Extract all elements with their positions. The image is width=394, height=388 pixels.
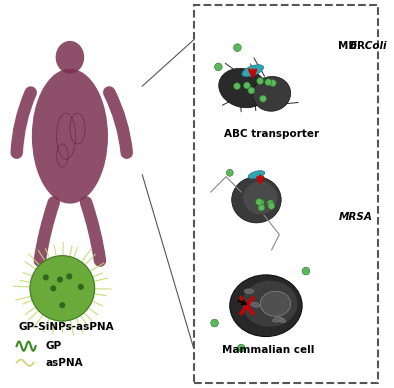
Circle shape	[257, 78, 264, 85]
Circle shape	[215, 63, 222, 71]
Circle shape	[257, 199, 264, 206]
Circle shape	[265, 79, 272, 86]
Ellipse shape	[230, 275, 302, 336]
Ellipse shape	[56, 41, 84, 74]
Circle shape	[57, 277, 63, 283]
Ellipse shape	[242, 65, 264, 77]
Ellipse shape	[242, 281, 297, 327]
Text: ABC transporter: ABC transporter	[224, 129, 319, 139]
Circle shape	[256, 199, 262, 205]
FancyArrowPatch shape	[40, 203, 54, 261]
Circle shape	[78, 284, 84, 290]
Ellipse shape	[251, 302, 260, 307]
Ellipse shape	[244, 289, 254, 293]
Ellipse shape	[32, 69, 108, 204]
Text: Mammalian cell: Mammalian cell	[222, 345, 314, 355]
Circle shape	[43, 274, 49, 281]
Text: MDR: MDR	[338, 41, 369, 51]
Circle shape	[30, 256, 95, 321]
Circle shape	[268, 203, 275, 210]
Circle shape	[227, 169, 233, 176]
FancyArrowPatch shape	[109, 92, 127, 153]
Circle shape	[238, 344, 245, 352]
Ellipse shape	[277, 317, 286, 323]
Ellipse shape	[253, 76, 291, 111]
Text: E. Coli: E. Coli	[350, 41, 386, 51]
Circle shape	[302, 267, 310, 275]
Ellipse shape	[219, 68, 268, 108]
Circle shape	[50, 285, 56, 291]
Circle shape	[269, 80, 276, 87]
Ellipse shape	[273, 317, 282, 322]
FancyArrowPatch shape	[17, 92, 31, 153]
Text: GP-SiNPs-asPNA: GP-SiNPs-asPNA	[18, 322, 114, 332]
Text: asPNA: asPNA	[45, 358, 83, 368]
Circle shape	[248, 87, 255, 94]
FancyArrowPatch shape	[86, 203, 100, 261]
Circle shape	[243, 82, 250, 89]
Ellipse shape	[243, 182, 277, 214]
Circle shape	[260, 95, 266, 102]
Text: GP: GP	[45, 341, 61, 351]
Circle shape	[234, 83, 240, 90]
Circle shape	[267, 200, 274, 207]
Circle shape	[211, 319, 218, 327]
Text: MRSA: MRSA	[338, 212, 372, 222]
Ellipse shape	[232, 177, 281, 223]
Circle shape	[258, 204, 265, 211]
Circle shape	[234, 44, 241, 52]
Circle shape	[66, 274, 72, 279]
Circle shape	[59, 302, 65, 308]
Ellipse shape	[248, 171, 265, 179]
Ellipse shape	[260, 291, 291, 316]
